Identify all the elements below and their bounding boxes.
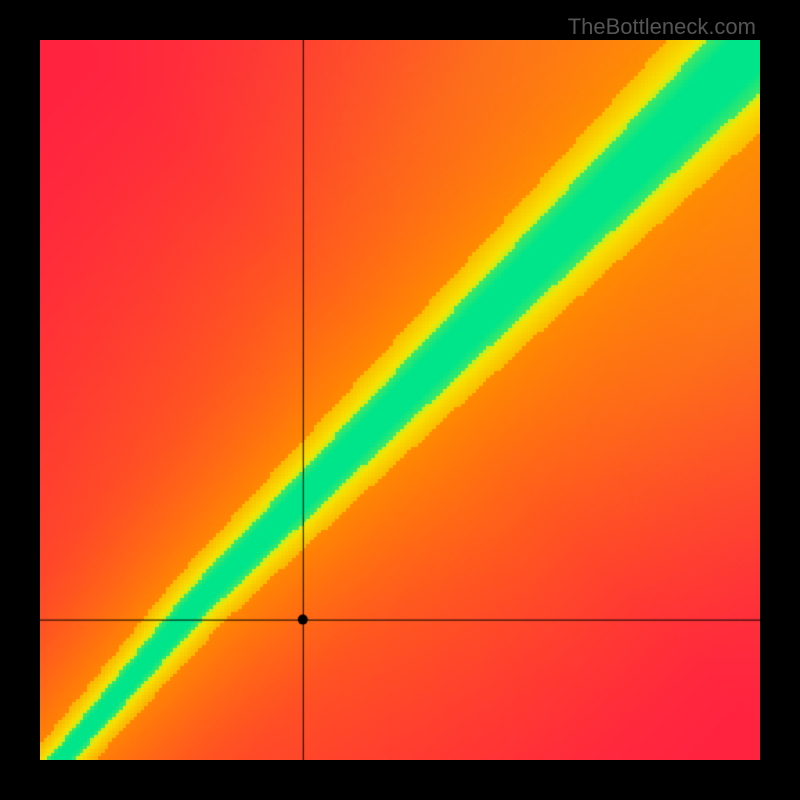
- chart-container: TheBottleneck.com: [0, 0, 800, 800]
- bottleneck-heatmap: [40, 40, 760, 760]
- watermark-text: TheBottleneck.com: [568, 14, 756, 40]
